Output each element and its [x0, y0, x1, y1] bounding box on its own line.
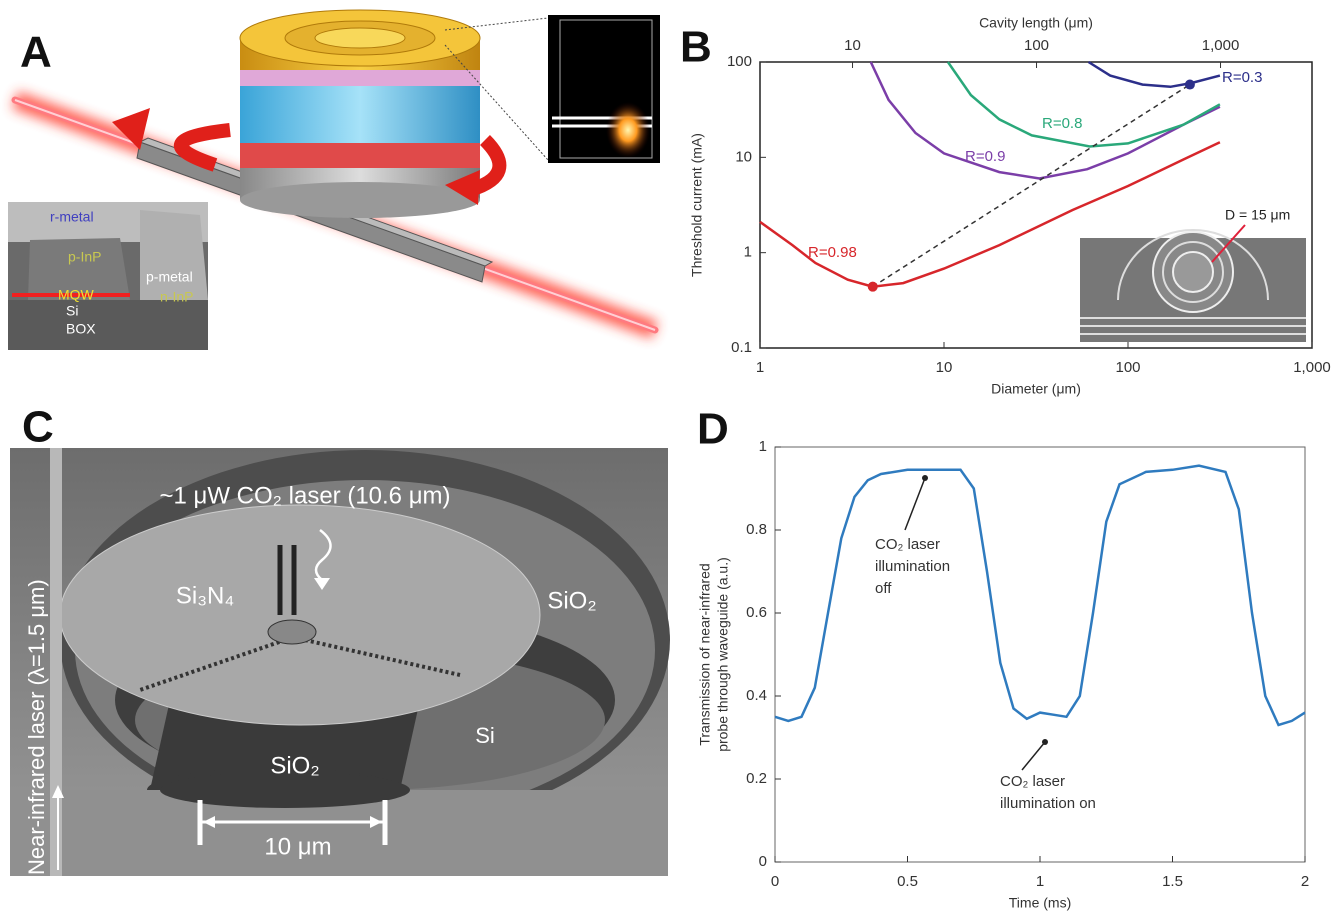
y-tick-label: 10: [735, 148, 752, 165]
sem-label: MQW: [58, 287, 95, 303]
x2-tick-label: 1,000: [1202, 37, 1240, 54]
y-tick-label: 0.1: [731, 339, 752, 356]
sem-label: p-InP: [68, 249, 101, 265]
sem-label: BOX: [66, 321, 96, 337]
panel-a-illustration: [8, 10, 660, 350]
panel-label: A: [20, 28, 52, 77]
image-label: Si: [475, 723, 495, 748]
annotation: illumination: [875, 558, 950, 575]
sem-label: r-metal: [50, 209, 94, 225]
marker: [868, 282, 878, 292]
y-tick-label: 100: [727, 53, 752, 70]
panel-c-image: [10, 448, 670, 876]
sem-label: n-InP: [160, 289, 193, 305]
x-tick-label: 10: [936, 359, 953, 376]
image-label: SiO₂: [270, 752, 319, 779]
y-tick-label: 1: [744, 244, 752, 261]
y-tick-label: 0: [759, 853, 767, 870]
panel-label: B: [680, 23, 712, 72]
annotation: CO₂ laser: [1000, 773, 1065, 790]
annotation: off: [875, 580, 892, 597]
panel-label: C: [22, 403, 54, 452]
y-tick-label: 0.8: [746, 521, 767, 538]
series-label: R=0.3: [1222, 69, 1262, 86]
image-label: 10 μm: [264, 833, 331, 860]
x-tick-label: 100: [1115, 359, 1140, 376]
x2-tick-label: 100: [1024, 37, 1049, 54]
marker: [1185, 80, 1195, 90]
image-label: Near-infrared laser (λ=1.5 μm): [24, 579, 49, 875]
panel-b-inset: [1080, 225, 1306, 342]
image-label: ~1 μW CO₂ laser (10.6 μm): [159, 482, 450, 509]
y-tick-label: 0.6: [746, 604, 767, 621]
sem-label: Si: [66, 303, 78, 319]
y-tick-label: 0.4: [746, 687, 767, 704]
x-axis-title: Time (ms): [1009, 895, 1071, 911]
series-line: [948, 62, 1220, 147]
panel-label: D: [697, 405, 729, 454]
annotation: illumination on: [1000, 795, 1096, 812]
annotation-arrow: [1022, 742, 1045, 770]
arrow-head: [922, 475, 928, 481]
x-tick-label: 1: [1036, 873, 1044, 890]
y-tick-label: 1: [759, 438, 767, 455]
image-label: Si₃N₄: [176, 582, 234, 609]
series-label: R=0.98: [808, 244, 857, 261]
y-axis-title: Transmission of near-infrared: [697, 563, 713, 745]
x-tick-label: 0: [771, 873, 779, 890]
series-line: [775, 466, 1305, 725]
y-axis-title: Threshold current (mA): [689, 133, 705, 277]
annotation-arrow: [905, 478, 925, 530]
x-tick-label: 1: [756, 359, 764, 376]
sem-label: p-metal: [146, 269, 193, 285]
x-tick-label: 0.5: [897, 873, 918, 890]
x-tick-label: 1,000: [1293, 359, 1331, 376]
arrow-head: [1042, 739, 1048, 745]
x-axis-title: Diameter (μm): [991, 381, 1081, 397]
series-label: R=0.9: [965, 148, 1005, 165]
image-label: SiO₂: [547, 587, 596, 614]
y-tick-label: 0.2: [746, 770, 767, 787]
x2-axis-title: Cavity length (μm): [979, 15, 1093, 31]
figure: A B C Dr-metal p-InP p-metal MQW n-InP Si BOX ~1 μ…: [0, 0, 1336, 920]
x2-tick-label: 10: [844, 37, 861, 54]
series-line: [1089, 62, 1220, 87]
annotation: CO₂ laser: [875, 536, 940, 553]
x-tick-label: 1.5: [1162, 873, 1183, 890]
x-tick-label: 2: [1301, 873, 1309, 890]
inset-label: D = 15 μm: [1225, 207, 1290, 223]
y-axis-title: probe through waveguide (a.u.): [715, 557, 731, 752]
series-label: R=0.8: [1042, 115, 1082, 132]
